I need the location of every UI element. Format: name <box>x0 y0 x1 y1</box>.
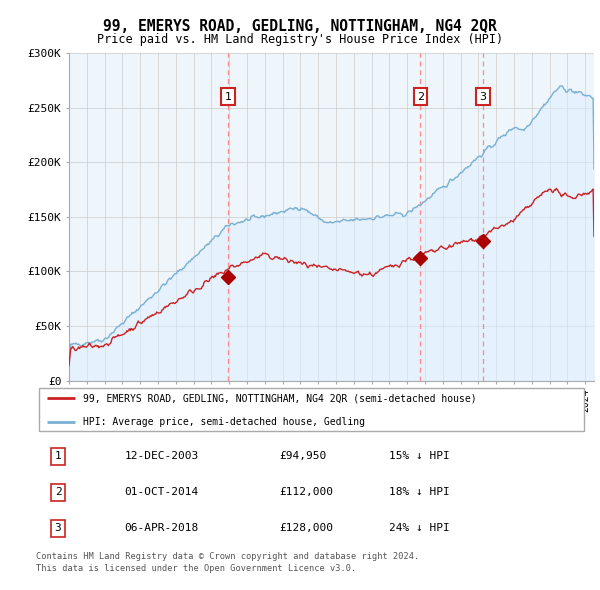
Text: 3: 3 <box>479 92 487 101</box>
Text: This data is licensed under the Open Government Licence v3.0.: This data is licensed under the Open Gov… <box>36 564 356 573</box>
Text: 24% ↓ HPI: 24% ↓ HPI <box>389 523 450 533</box>
FancyBboxPatch shape <box>39 388 584 431</box>
Text: Price paid vs. HM Land Registry's House Price Index (HPI): Price paid vs. HM Land Registry's House … <box>97 33 503 46</box>
Text: £128,000: £128,000 <box>279 523 333 533</box>
Text: 18% ↓ HPI: 18% ↓ HPI <box>389 487 450 497</box>
Text: 1: 1 <box>225 92 232 101</box>
Text: 2: 2 <box>417 92 424 101</box>
Text: £112,000: £112,000 <box>279 487 333 497</box>
Text: Contains HM Land Registry data © Crown copyright and database right 2024.: Contains HM Land Registry data © Crown c… <box>36 552 419 561</box>
Text: £94,950: £94,950 <box>279 451 326 461</box>
Text: HPI: Average price, semi-detached house, Gedling: HPI: Average price, semi-detached house,… <box>83 417 365 427</box>
Text: 99, EMERYS ROAD, GEDLING, NOTTINGHAM, NG4 2QR: 99, EMERYS ROAD, GEDLING, NOTTINGHAM, NG… <box>103 19 497 34</box>
Text: 1: 1 <box>55 451 61 461</box>
Text: 01-OCT-2014: 01-OCT-2014 <box>124 487 199 497</box>
Text: 3: 3 <box>55 523 61 533</box>
Text: 06-APR-2018: 06-APR-2018 <box>124 523 199 533</box>
Text: 15% ↓ HPI: 15% ↓ HPI <box>389 451 450 461</box>
Text: 12-DEC-2003: 12-DEC-2003 <box>124 451 199 461</box>
Text: 2: 2 <box>55 487 61 497</box>
Text: 99, EMERYS ROAD, GEDLING, NOTTINGHAM, NG4 2QR (semi-detached house): 99, EMERYS ROAD, GEDLING, NOTTINGHAM, NG… <box>83 394 476 404</box>
